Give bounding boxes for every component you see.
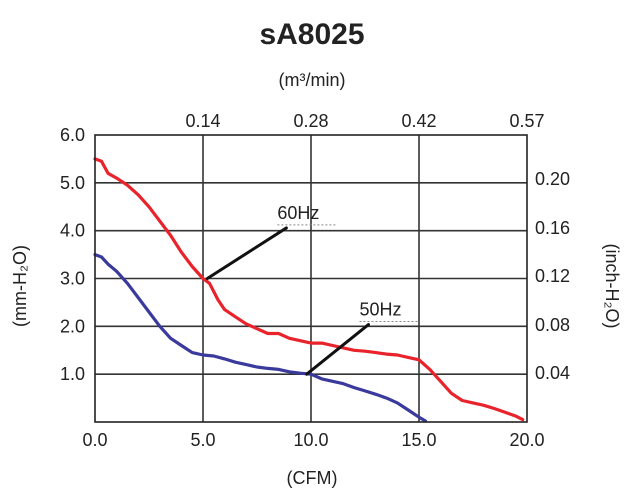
annotation-layer: 60Hz 50Hz	[205, 203, 418, 376]
series-line-50hz	[93, 253, 428, 423]
annotation-leader	[205, 226, 288, 280]
right-axis-label: (inch-H₂O)	[602, 244, 622, 329]
y2-tick-label: 0.16	[535, 218, 570, 238]
x-tick-label: 5.0	[190, 430, 215, 450]
y-tick-label: 2.0	[60, 316, 85, 336]
annotation-label: 50Hz	[359, 300, 401, 320]
x-tick-label: 0.0	[82, 430, 107, 450]
left-axis-label: (mm-H₂O)	[10, 245, 30, 327]
y-tick-label: 5.0	[60, 173, 85, 193]
chart-title: sA8025	[259, 18, 364, 51]
y2-tick-label: 0.12	[535, 266, 570, 286]
y-tick-label: 1.0	[60, 364, 85, 384]
y-tick-label: 6.0	[60, 125, 85, 145]
bottom-axis-label: (CFM)	[287, 468, 338, 488]
y-tick-label: 3.0	[60, 269, 85, 289]
tick-labels: 0.0 5.0 10.0 15.0 20.0 0.14 0.28 0.42 0.57 1.0 2.0…	[60, 111, 570, 450]
x-tick-label: 15.0	[401, 430, 436, 450]
x2-tick-label: 0.42	[401, 111, 436, 131]
annotation-leader	[305, 323, 370, 376]
plot-frame	[94, 134, 528, 423]
x-tick-label: 20.0	[509, 430, 544, 450]
annotation-label: 60Hz	[277, 203, 319, 223]
y-tick-label: 4.0	[60, 221, 85, 241]
grid	[95, 135, 527, 422]
x2-tick-label: 0.14	[185, 111, 220, 131]
series-layer	[93, 157, 525, 423]
series-line-60hz	[93, 157, 525, 422]
top-axis-label: (m³/min)	[279, 70, 346, 90]
x2-tick-label: 0.57	[509, 111, 544, 131]
y2-tick-label: 0.08	[535, 315, 570, 335]
x2-tick-label: 0.28	[293, 111, 328, 131]
y2-tick-label: 0.04	[535, 363, 570, 383]
y2-tick-label: 0.20	[535, 169, 570, 189]
x-tick-label: 10.0	[293, 430, 328, 450]
